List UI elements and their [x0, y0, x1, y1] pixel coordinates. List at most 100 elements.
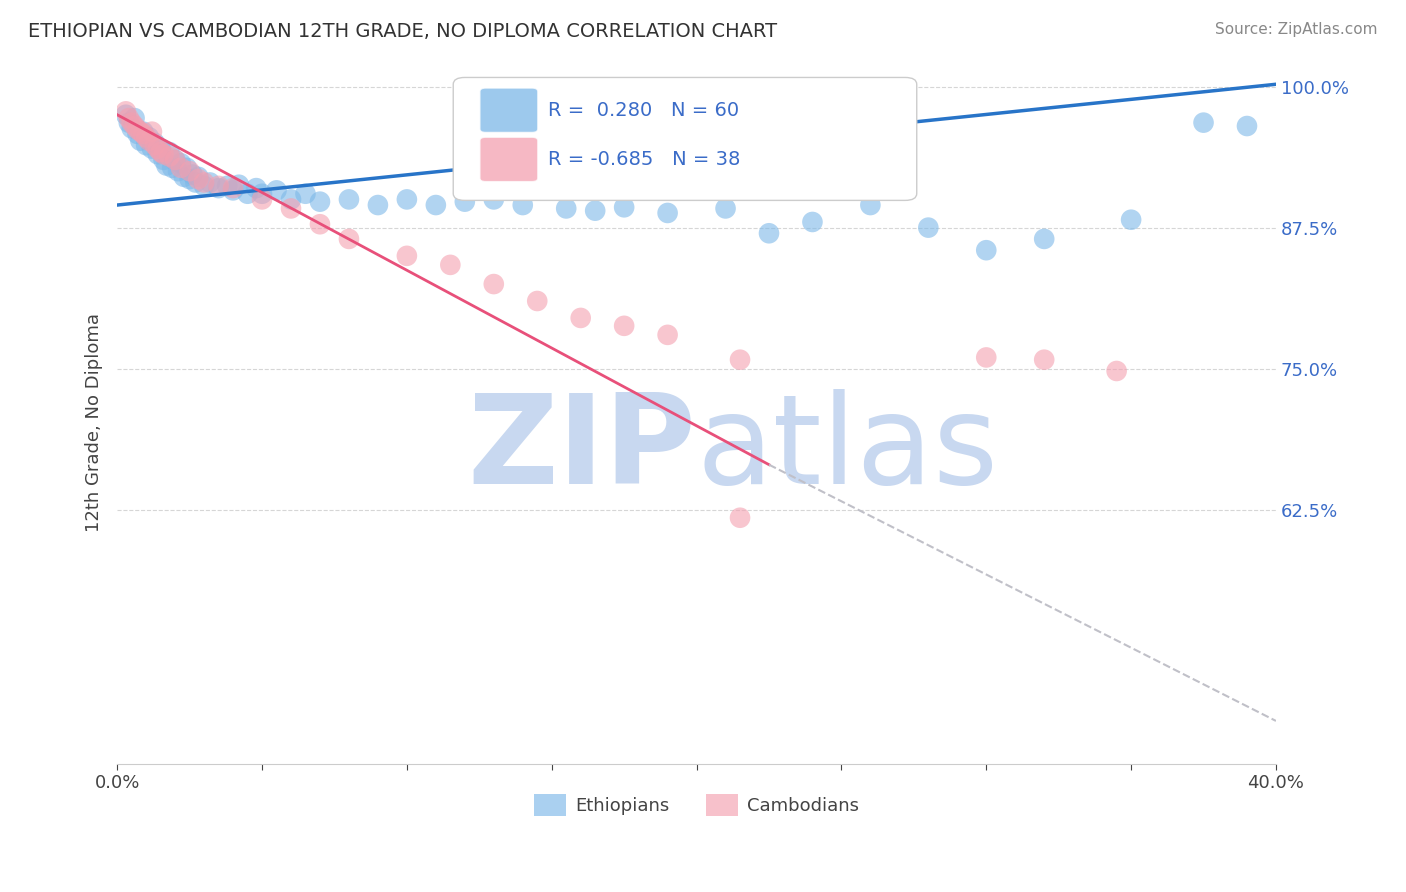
Text: R =  0.280   N = 60: R = 0.280 N = 60 [548, 101, 740, 120]
Point [127, 127, 149, 141]
Point [425, 198, 447, 212]
Text: ZIP: ZIP [468, 389, 696, 510]
Point [146, 142, 169, 156]
Point [801, 215, 824, 229]
Point [155, 159, 177, 173]
Point [135, 138, 157, 153]
Point [280, 193, 302, 207]
Point [124, 119, 146, 133]
Point [714, 202, 737, 216]
Point [187, 172, 209, 186]
Point [115, 104, 138, 119]
Point [974, 243, 997, 257]
Point [118, 111, 141, 125]
Point [152, 147, 174, 161]
Point [118, 115, 141, 129]
Point [138, 134, 160, 148]
Point [132, 125, 155, 139]
Point [613, 200, 636, 214]
Point [512, 198, 534, 212]
Text: Source: ZipAtlas.com: Source: ZipAtlas.com [1215, 22, 1378, 37]
Point [129, 134, 152, 148]
Point [124, 111, 146, 125]
Point [198, 176, 221, 190]
Point [236, 186, 259, 201]
Text: atlas: atlas [696, 389, 998, 510]
FancyBboxPatch shape [453, 78, 917, 201]
Point [160, 161, 183, 175]
Point [179, 172, 201, 186]
Point [309, 194, 332, 209]
Point [181, 168, 204, 182]
Point [228, 178, 250, 192]
Y-axis label: 12th Grade, No Diploma: 12th Grade, No Diploma [86, 313, 103, 532]
Point [176, 161, 198, 175]
Point [115, 108, 138, 122]
Point [974, 351, 997, 365]
Point [132, 127, 155, 141]
Point [121, 115, 143, 129]
Point [657, 206, 679, 220]
Point [173, 169, 195, 184]
Point [170, 156, 193, 170]
Point [217, 178, 239, 193]
Point [141, 125, 163, 139]
Point [859, 198, 882, 212]
Point [138, 130, 160, 145]
Point [129, 125, 152, 139]
Point [250, 186, 273, 201]
Point [758, 227, 780, 241]
Point [395, 249, 418, 263]
Point [482, 193, 505, 207]
Point [170, 161, 193, 175]
Point [143, 136, 166, 150]
FancyBboxPatch shape [479, 137, 538, 182]
Point [149, 142, 172, 156]
Point [1033, 352, 1056, 367]
Point [179, 164, 201, 178]
Point [245, 181, 267, 195]
Point [143, 138, 166, 153]
Point [152, 153, 174, 167]
Point [1192, 115, 1215, 129]
Point [193, 178, 215, 193]
FancyBboxPatch shape [479, 88, 538, 132]
Point [165, 153, 187, 167]
Point [728, 510, 751, 524]
Point [135, 130, 157, 145]
Point [583, 203, 606, 218]
Legend: Ethiopians, Cambodians: Ethiopians, Cambodians [527, 787, 866, 823]
Point [121, 121, 143, 136]
Point [127, 122, 149, 136]
Point [157, 145, 180, 159]
Point [222, 181, 245, 195]
Point [1105, 364, 1128, 378]
Point [728, 352, 751, 367]
Point [367, 198, 389, 212]
Point [439, 258, 461, 272]
Text: ETHIOPIAN VS CAMBODIAN 12TH GRADE, NO DIPLOMA CORRELATION CHART: ETHIOPIAN VS CAMBODIAN 12TH GRADE, NO DI… [28, 22, 778, 41]
Point [141, 142, 163, 156]
Point [207, 178, 229, 193]
Point [187, 169, 209, 184]
Point [1236, 119, 1258, 133]
Point [337, 193, 360, 207]
Point [309, 217, 332, 231]
Point [1119, 212, 1142, 227]
Point [193, 176, 215, 190]
Point [207, 181, 229, 195]
Point [266, 183, 288, 197]
Point [184, 176, 207, 190]
Point [657, 327, 679, 342]
Point [157, 149, 180, 163]
Text: R = -0.685   N = 38: R = -0.685 N = 38 [548, 150, 741, 169]
Point [454, 194, 477, 209]
Point [337, 232, 360, 246]
Point [165, 153, 187, 167]
Point [613, 318, 636, 333]
Point [250, 193, 273, 207]
Point [395, 193, 418, 207]
Point [149, 145, 172, 159]
Point [280, 202, 302, 216]
Point [167, 164, 190, 178]
